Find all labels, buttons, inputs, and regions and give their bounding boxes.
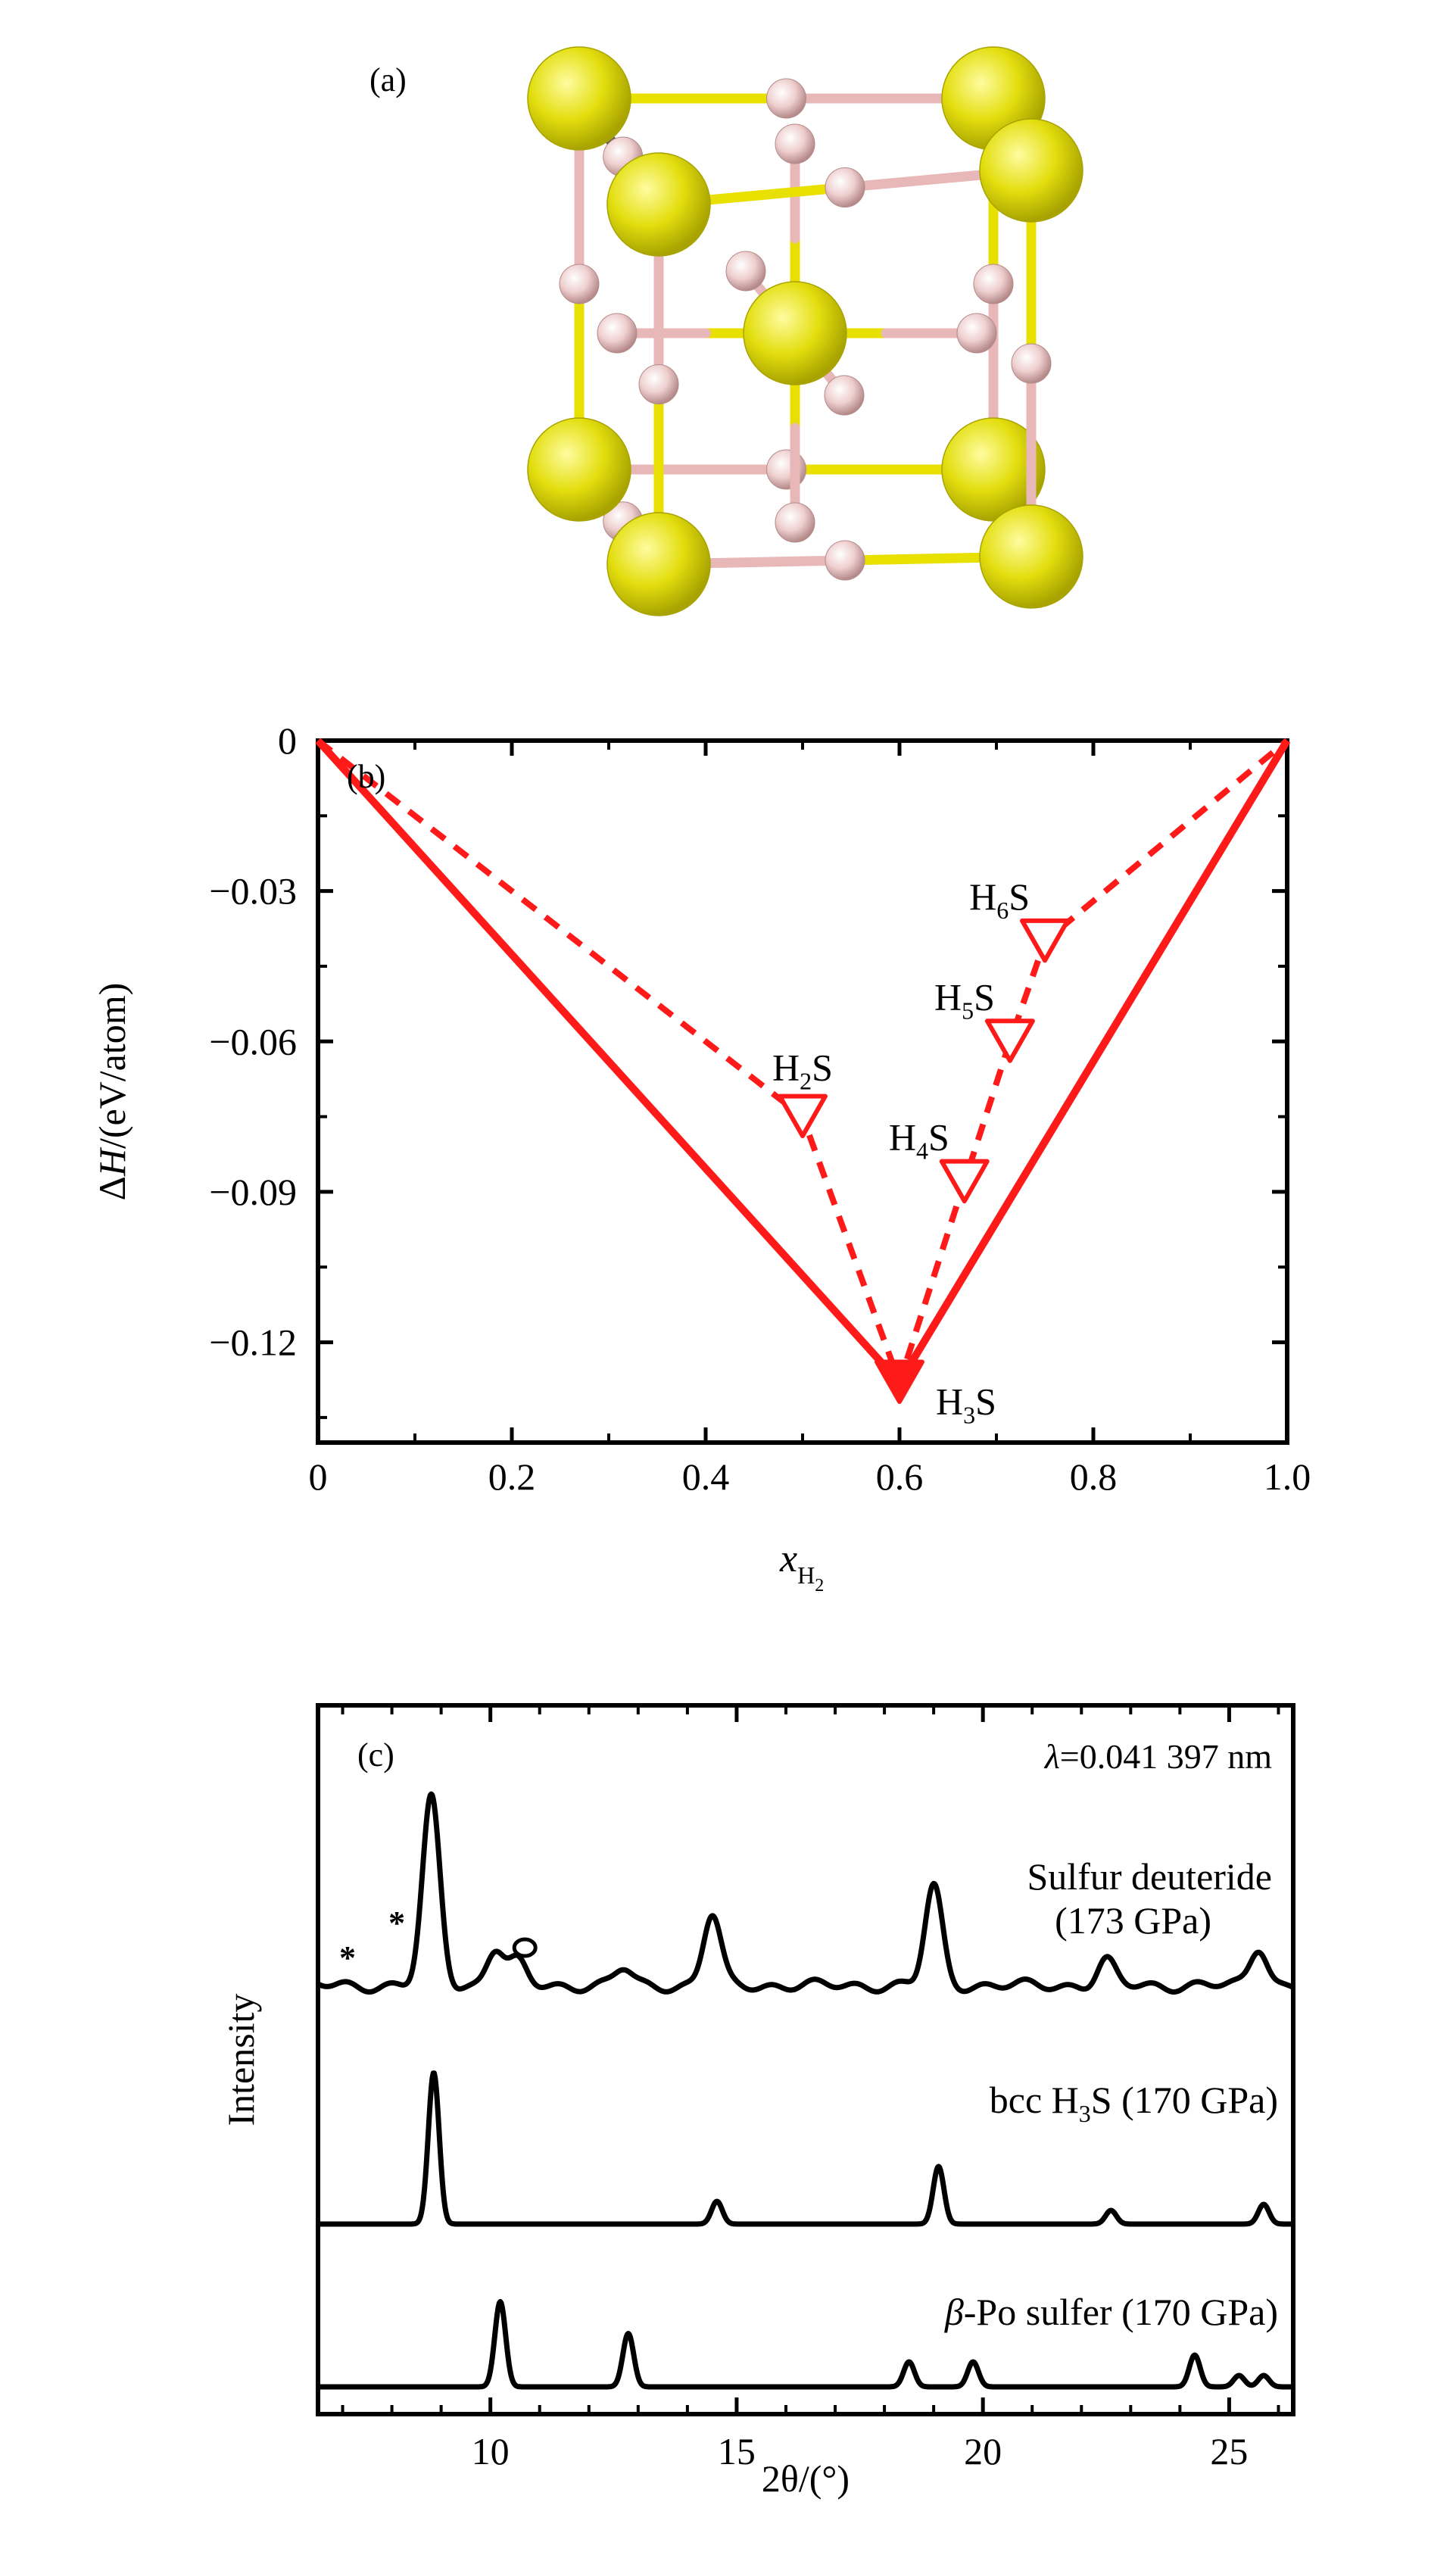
chart-c-series: * * Sulfur deuteride(173 GPa) bcc H3S (170 …: [316, 1791, 1295, 2390]
hydrogen-atom: [638, 364, 679, 404]
sulfur-atom: [606, 152, 711, 257]
sulfur-atom: [527, 417, 631, 522]
x-tick-label: 15: [718, 2430, 756, 2472]
hydrogen-atom: [766, 449, 806, 490]
chart-c-x-axis-label: 2θ/(°): [762, 2457, 850, 2500]
hydrogen-atom: [775, 123, 815, 164]
xrd-pattern-chart: 10 15 20 25 * * Sulfur deuteride(173 GPa) bcc …: [220, 1703, 1295, 2500]
chart-c-y-axis-label: Intensity: [220, 1994, 262, 2126]
hydrogen-atom: [1011, 343, 1052, 384]
hydrogen-atom: [766, 78, 806, 119]
y-tick-label: −0.06: [209, 1020, 297, 1062]
hydrogen-atom: [824, 375, 865, 416]
crystal-structure-panel: (a): [369, 46, 1083, 616]
x-tick-label: 0.4: [682, 1455, 730, 1498]
y-tick-label: −0.12: [209, 1321, 297, 1364]
chart-c-frame: [316, 1703, 1295, 2416]
x-tick-label: 0.8: [1070, 1455, 1118, 1498]
hydrogen-atom: [825, 167, 865, 207]
phase-point-marker: [875, 1359, 924, 1405]
phase-point-label: H4S: [889, 1116, 949, 1165]
series-label: β-Po sulfer (170 GPa): [944, 2291, 1278, 2333]
crystal-structure-illustration: [527, 46, 1083, 616]
phase-point-marker: [778, 1093, 828, 1139]
y-tick-label: −0.03: [209, 870, 297, 912]
series-label: bcc H3S (170 GPa): [990, 2079, 1278, 2127]
chart-b-x-axis-label: xH2: [779, 1537, 824, 1596]
y-tick-label: −0.09: [209, 1171, 297, 1213]
series-label: (173 GPa): [1055, 1899, 1211, 1942]
panel-a-label: (a): [369, 61, 407, 98]
metastable-dashed-line: [316, 738, 1289, 1386]
x-tick-label: 10: [472, 2430, 510, 2472]
panel-b-label: (b): [347, 758, 385, 795]
impurity-marker: *: [388, 1904, 405, 1942]
hydrogen-atom: [775, 502, 815, 543]
phase-point-label: H3S: [936, 1380, 996, 1429]
chart-b-lines: [315, 738, 1291, 1387]
sulfur-atom: [606, 512, 711, 616]
impurity-marker: [512, 1937, 538, 1958]
xrd-pattern-line: [316, 1791, 1295, 1995]
phase-point-label: H6S: [969, 875, 1030, 924]
y-tick-label: 0: [278, 719, 297, 762]
chart-b-points: H2S H4S H5S H6S H3S: [772, 875, 1070, 1429]
phase-point-marker: [1020, 918, 1070, 963]
hydrogen-atom: [825, 540, 865, 581]
x-tick-label: 0.2: [488, 1455, 536, 1498]
x-tick-label: 25: [1210, 2430, 1248, 2472]
phase-point-label: H2S: [772, 1047, 833, 1095]
sulfur-atom: [743, 281, 847, 385]
hydrogen-atom: [973, 264, 1014, 304]
chart-b-ticks: 0 0.2 0.4 0.6 0.8 1.0 0 −0.03 −0.06 −0.09 −0.12: [209, 719, 1311, 1498]
convex-hull-line: [315, 738, 1291, 1387]
xrd-pattern-line: [316, 2299, 1295, 2390]
panel-c-label: (c): [357, 1736, 394, 1773]
phase-point-marker: [939, 1159, 990, 1204]
impurity-marker: *: [339, 1939, 356, 1976]
hydrogen-atom: [559, 264, 600, 304]
convex-hull-chart: 0 0.2 0.4 0.6 0.8 1.0 0 −0.03 −0.06 −0.09 −0.12 H2…: [91, 719, 1311, 1596]
sulfur-atom: [527, 46, 631, 151]
x-tick-label: 20: [964, 2430, 1002, 2472]
chart-c-wavelength-annotation: λ=0.041 397 nm: [1043, 1737, 1272, 1776]
sulfur-atom: [979, 118, 1083, 223]
xrd-pattern-line: [316, 2070, 1295, 2227]
series-label: Sulfur deuteride: [1027, 1855, 1272, 1898]
x-tick-label: 1.0: [1264, 1455, 1311, 1498]
sulfur-atom: [979, 504, 1083, 609]
hydrogen-atom: [956, 313, 997, 354]
chart-b-y-axis-label: ΔH/(eV/atom): [91, 983, 133, 1201]
hydrogen-atom: [725, 251, 766, 292]
phase-point-label: H5S: [934, 975, 995, 1024]
chart-c-ticks: 10 15 20 25: [341, 1705, 1280, 2472]
phase-point-marker: [984, 1019, 1035, 1063]
x-tick-label: 0: [309, 1455, 328, 1498]
x-tick-label: 0.6: [876, 1455, 924, 1498]
hydrogen-atom: [597, 313, 638, 354]
